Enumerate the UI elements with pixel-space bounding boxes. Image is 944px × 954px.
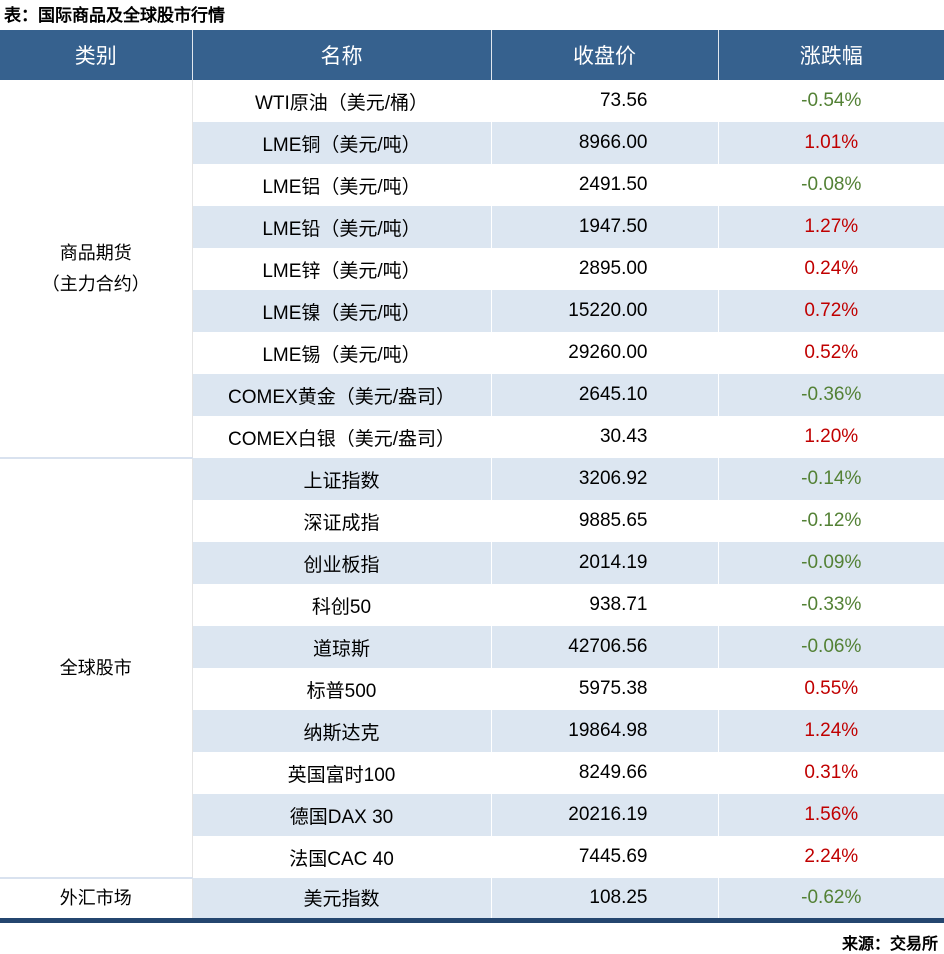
change-percent-cell: 0.31%: [717, 752, 944, 794]
table-row: LME镍（美元/吨） 15220.00 0.72%: [0, 290, 944, 332]
change-percent-cell: -0.06%: [717, 626, 944, 668]
change-percent-cell: -0.54%: [717, 80, 944, 122]
close-price-cell: 73.56: [490, 80, 718, 122]
change-percent-cell: 0.72%: [717, 290, 944, 332]
close-price-cell: 3206.92: [490, 458, 718, 500]
category-cell: 外汇市场: [0, 877, 193, 920]
table-row: 道琼斯 42706.56 -0.06%: [0, 626, 944, 668]
instrument-name-cell: LME镍（美元/吨）: [192, 290, 491, 332]
instrument-name-cell: 德国DAX 30: [192, 794, 491, 836]
change-percent-cell: 0.24%: [717, 248, 944, 290]
change-percent-cell: -0.36%: [717, 374, 944, 416]
change-percent-cell: -0.33%: [717, 584, 944, 626]
change-percent-cell: -0.62%: [717, 878, 944, 920]
category-cell: 商品期货 （主力合约）: [0, 80, 193, 458]
close-price-cell: 1947.50: [490, 206, 718, 248]
table-row: LME铅（美元/吨） 1947.50 1.27%: [0, 206, 944, 248]
table-row: 外汇市场 美元指数 108.25 -0.62%: [0, 877, 944, 920]
instrument-name-cell: 道琼斯: [192, 626, 491, 668]
table-row: COMEX白银（美元/盎司） 30.43 1.20%: [0, 416, 944, 458]
instrument-name-cell: LME铅（美元/吨）: [192, 206, 491, 248]
instrument-name-cell: 深证成指: [303, 512, 380, 534]
page-title: 表：国际商品及全球股市行情: [4, 6, 225, 25]
header-cell-3: 涨跌幅: [717, 30, 944, 80]
instrument-name-cell: 法国CAC 40: [289, 848, 394, 870]
table-row: 全球股市 上证指数 3206.92 -0.14%: [0, 457, 944, 878]
table-row: LME锌（美元/吨） 2895.00 0.24%: [0, 248, 944, 290]
table-row: 英国富时100 8249.66 0.31%: [0, 752, 944, 794]
change-percent-cell: 0.55%: [717, 668, 944, 710]
instrument-name-cell: 上证指数: [192, 458, 491, 500]
close-price-cell: 2491.50: [490, 164, 718, 206]
source-note: 来源：交易所: [841, 935, 938, 953]
instrument-name-cell: 科创50: [311, 596, 372, 618]
close-price-cell: 29260.00: [490, 332, 718, 374]
instrument-name-cell: 美元指数: [192, 878, 491, 920]
header-cell-0: 类别: [0, 30, 192, 80]
instrument-name-cell: COMEX黄金（美元/盎司）: [192, 374, 491, 416]
table-body: 商品期货 （主力合约） WTI原油（美元/桶） 73.56 -0.54% LME铜（美元…: [0, 80, 944, 920]
table-row: 纳斯达克 19864.98 1.24%: [0, 710, 944, 752]
close-price-cell: 8249.66: [490, 752, 718, 794]
header-cell-2: 收盘价: [490, 30, 718, 80]
instrument-name-cell: 标普500: [306, 680, 377, 702]
close-price-cell: 2895.00: [490, 248, 718, 290]
change-percent-cell: -0.08%: [717, 164, 944, 206]
close-price-cell: 20216.19: [490, 794, 718, 836]
change-percent-cell: -0.14%: [717, 458, 944, 500]
table-row: 德国DAX 30 20216.19 1.56%: [0, 794, 944, 836]
close-price-cell: 7445.69: [490, 836, 718, 878]
table-row: 商品期货 （主力合约） WTI原油（美元/桶） 73.56 -0.54%: [0, 80, 944, 458]
table-row: COMEX黄金（美元/盎司） 2645.10 -0.36%: [0, 374, 944, 416]
instrument-name-cell: LME铝（美元/吨）: [262, 176, 421, 198]
instrument-name-cell: WTI原油（美元/桶）: [254, 92, 429, 114]
instrument-name-cell: 纳斯达克: [192, 710, 491, 752]
close-price-cell: 938.71: [490, 584, 718, 626]
change-percent-cell: 1.27%: [717, 206, 944, 248]
close-price-cell: 108.25: [490, 878, 718, 920]
change-percent-cell: 0.52%: [717, 332, 944, 374]
table-row: 创业板指 2014.19 -0.09%: [0, 542, 944, 584]
close-price-cell: 8966.00: [490, 122, 718, 164]
change-percent-cell: 1.24%: [717, 710, 944, 752]
instrument-name-cell: LME锌（美元/吨）: [262, 260, 421, 282]
close-price-cell: 42706.56: [490, 626, 718, 668]
close-price-cell: 5975.38: [490, 668, 718, 710]
table-row: 科创50 938.71 -0.33%: [0, 584, 944, 626]
instrument-name-cell: COMEX白银（美元/盎司）: [228, 428, 455, 450]
change-percent-cell: 2.24%: [717, 836, 944, 878]
change-percent-cell: -0.09%: [717, 542, 944, 584]
close-price-cell: 9885.65: [490, 500, 718, 542]
instrument-name-cell: LME锡（美元/吨）: [262, 344, 421, 366]
table-row: 法国CAC 40 7445.69 2.24%: [0, 836, 944, 878]
instrument-name-cell: 创业板指: [192, 542, 491, 584]
table-row: 深证成指 9885.65 -0.12%: [0, 500, 944, 542]
table-row: LME锡（美元/吨） 29260.00 0.52%: [0, 332, 944, 374]
close-price-cell: 19864.98: [490, 710, 718, 752]
change-percent-cell: 1.01%: [717, 122, 944, 164]
change-percent-cell: -0.12%: [717, 500, 944, 542]
table-row: 标普500 5975.38 0.55%: [0, 668, 944, 710]
header-row: 类别 名称 收盘价 涨跌幅: [0, 30, 944, 80]
close-price-cell: 30.43: [490, 416, 718, 458]
table-row: LME铜（美元/吨） 8966.00 1.01%: [0, 122, 944, 164]
category-cell: 全球股市: [0, 457, 193, 878]
close-price-cell: 2645.10: [490, 374, 718, 416]
change-percent-cell: 1.56%: [717, 794, 944, 836]
table-row: LME铝（美元/吨） 2491.50 -0.08%: [0, 164, 944, 206]
close-price-cell: 2014.19: [490, 542, 718, 584]
change-percent-cell: 1.20%: [717, 416, 944, 458]
market-table: 类别 名称 收盘价 涨跌幅 商品期货 （主力合约） WTI原油（美元/桶） 73.56 -0…: [0, 30, 944, 923]
instrument-name-cell: 英国富时100: [287, 764, 396, 786]
instrument-name-cell: LME铜（美元/吨）: [192, 122, 491, 164]
header-cell-1: 名称: [191, 30, 491, 80]
close-price-cell: 15220.00: [490, 290, 718, 332]
